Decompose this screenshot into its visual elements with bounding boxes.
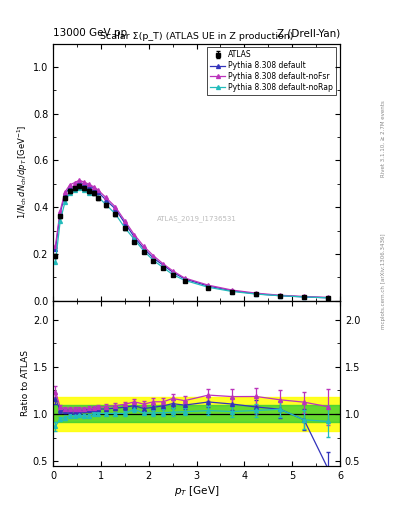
Line: Pythia 8.308 default: Pythia 8.308 default xyxy=(53,181,330,300)
Pythia 8.308 default-noFsr xyxy=(161,261,165,267)
Pythia 8.308 default-noFsr xyxy=(182,275,187,281)
Bar xyxy=(53,406,340,422)
Title: Scalar Σ(p_T) (ATLAS UE in Z production): Scalar Σ(p_T) (ATLAS UE in Z production) xyxy=(100,32,293,41)
Pythia 8.308 default xyxy=(123,220,127,226)
Pythia 8.308 default-noFsr xyxy=(96,187,101,194)
Legend: ATLAS, Pythia 8.308 default, Pythia 8.308 default-noFsr, Pythia 8.308 default-no: ATLAS, Pythia 8.308 default, Pythia 8.30… xyxy=(207,47,336,95)
Pythia 8.308 default-noRap xyxy=(103,201,108,207)
Pythia 8.308 default-noFsr xyxy=(278,292,283,298)
Pythia 8.308 default xyxy=(72,183,77,189)
Pythia 8.308 default-noRap xyxy=(82,187,86,194)
Pythia 8.308 default xyxy=(103,197,108,203)
Pythia 8.308 default-noRap xyxy=(161,264,165,270)
Pythia 8.308 default-noRap xyxy=(68,189,72,196)
Pythia 8.308 default-noFsr xyxy=(123,218,127,224)
Pythia 8.308 default-noFsr xyxy=(91,184,96,190)
Pythia 8.308 default xyxy=(77,180,82,186)
Y-axis label: $1/N_{\rm ch}\,dN_{\rm ch}/dp_T\,[\rm GeV^{-1}]$: $1/N_{\rm ch}\,dN_{\rm ch}/dp_T\,[\rm Ge… xyxy=(16,125,30,219)
Pythia 8.308 default-noFsr xyxy=(113,204,118,210)
Pythia 8.308 default xyxy=(91,185,96,191)
Pythia 8.308 default-noFsr xyxy=(103,194,108,200)
Pythia 8.308 default xyxy=(182,276,187,282)
Pythia 8.308 default xyxy=(230,288,235,294)
Pythia 8.308 default-noFsr xyxy=(132,231,137,238)
Pythia 8.308 default-noFsr xyxy=(82,179,86,185)
Text: Z (Drell-Yan): Z (Drell-Yan) xyxy=(277,28,340,38)
Pythia 8.308 default-noRap xyxy=(86,189,91,196)
Pythia 8.308 default-noFsr xyxy=(77,177,82,183)
Pythia 8.308 default xyxy=(278,293,283,299)
Pythia 8.308 default xyxy=(132,234,137,240)
Pythia 8.308 default-noRap xyxy=(53,259,58,265)
Pythia 8.308 default-noRap xyxy=(278,293,283,299)
Pythia 8.308 default-noFsr xyxy=(62,189,67,195)
Pythia 8.308 default-noRap xyxy=(91,189,96,196)
Pythia 8.308 default-noFsr xyxy=(326,294,331,301)
Pythia 8.308 default xyxy=(96,189,101,196)
Pythia 8.308 default-noFsr xyxy=(141,243,146,249)
Pythia 8.308 default-noFsr xyxy=(230,287,235,293)
Bar xyxy=(53,397,340,431)
Pythia 8.308 default-noRap xyxy=(230,288,235,294)
Line: Pythia 8.308 default-noRap: Pythia 8.308 default-noRap xyxy=(53,186,330,300)
Pythia 8.308 default-noRap xyxy=(62,199,67,205)
Pythia 8.308 default-noFsr xyxy=(58,207,62,214)
Pythia 8.308 default-noRap xyxy=(151,258,156,264)
Text: ATLAS_2019_I1736531: ATLAS_2019_I1736531 xyxy=(156,215,237,222)
Text: mcplots.cern.ch [arXiv:1306.3436]: mcplots.cern.ch [arXiv:1306.3436] xyxy=(381,234,386,329)
X-axis label: $p_T$ [GeV]: $p_T$ [GeV] xyxy=(174,483,219,498)
Text: 13000 GeV pp: 13000 GeV pp xyxy=(53,28,127,38)
Pythia 8.308 default-noRap xyxy=(96,194,101,200)
Pythia 8.308 default-noRap xyxy=(113,210,118,217)
Pythia 8.308 default-noFsr xyxy=(206,282,211,288)
Pythia 8.308 default-noRap xyxy=(170,271,175,278)
Pythia 8.308 default-noRap xyxy=(72,187,77,194)
Pythia 8.308 default-noFsr xyxy=(68,182,72,188)
Pythia 8.308 default-noRap xyxy=(58,218,62,224)
Pythia 8.308 default-noRap xyxy=(123,225,127,231)
Pythia 8.308 default xyxy=(161,262,165,268)
Pythia 8.308 default-noRap xyxy=(132,237,137,243)
Pythia 8.308 default xyxy=(82,181,86,187)
Pythia 8.308 default xyxy=(113,206,118,212)
Y-axis label: Ratio to ATLAS: Ratio to ATLAS xyxy=(21,350,30,416)
Pythia 8.308 default xyxy=(326,295,331,301)
Pythia 8.308 default xyxy=(254,291,259,297)
Pythia 8.308 default-noRap xyxy=(254,291,259,297)
Pythia 8.308 default xyxy=(62,191,67,197)
Pythia 8.308 default-noRap xyxy=(206,284,211,290)
Pythia 8.308 default xyxy=(58,210,62,216)
Pythia 8.308 default-noFsr xyxy=(170,268,175,274)
Pythia 8.308 default-noFsr xyxy=(72,180,77,186)
Pythia 8.308 default-noRap xyxy=(302,294,307,300)
Pythia 8.308 default xyxy=(151,255,156,261)
Pythia 8.308 default xyxy=(141,246,146,252)
Pythia 8.308 default xyxy=(302,294,307,300)
Pythia 8.308 default xyxy=(86,183,91,189)
Pythia 8.308 default-noFsr xyxy=(254,290,259,296)
Pythia 8.308 default xyxy=(53,246,58,252)
Pythia 8.308 default-noRap xyxy=(326,295,331,301)
Line: Pythia 8.308 default-noFsr: Pythia 8.308 default-noFsr xyxy=(53,178,330,300)
Pythia 8.308 default-noRap xyxy=(141,248,146,254)
Pythia 8.308 default-noFsr xyxy=(86,181,91,187)
Text: Rivet 3.1.10, ≥ 2.7M events: Rivet 3.1.10, ≥ 2.7M events xyxy=(381,100,386,177)
Pythia 8.308 default-noRap xyxy=(182,277,187,283)
Pythia 8.308 default xyxy=(170,269,175,275)
Pythia 8.308 default xyxy=(68,184,72,190)
Pythia 8.308 default xyxy=(206,283,211,289)
Pythia 8.308 default-noFsr xyxy=(53,243,58,249)
Pythia 8.308 default-noFsr xyxy=(151,253,156,259)
Pythia 8.308 default-noRap xyxy=(77,185,82,191)
Pythia 8.308 default-noFsr xyxy=(302,293,307,300)
